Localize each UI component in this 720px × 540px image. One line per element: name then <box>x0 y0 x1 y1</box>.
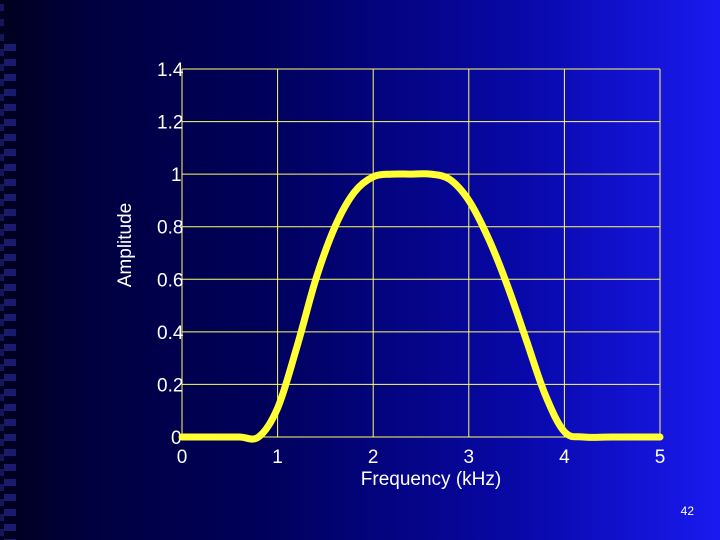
y-tick-label: 0.6 <box>157 270 183 291</box>
amplitude-line <box>178 170 664 443</box>
decorative-stripe-edge <box>0 0 4 540</box>
y-tick-label: 1 <box>171 165 182 186</box>
x-tick-label: 0 <box>177 447 188 468</box>
y-tick-label: 0.8 <box>157 218 183 239</box>
x-tick-label: 2 <box>368 447 379 468</box>
y-tick-labels: 0 0.2 0.4 0.6 0.8 1 1.2 1.4 <box>157 60 184 449</box>
chart-grid <box>181 68 661 438</box>
y-tick-label: 0.4 <box>157 323 184 344</box>
x-tick-label: 1 <box>272 447 283 468</box>
x-tick-label: 4 <box>559 447 570 468</box>
y-tick-label: 1.2 <box>157 113 183 134</box>
y-axis-title: Amplitude <box>115 203 136 288</box>
slide-number: 42 <box>680 504 694 518</box>
x-axis-title: Frequency (kHz) <box>361 469 501 490</box>
decorative-stripe <box>0 0 22 540</box>
y-tick-label: 0.2 <box>157 375 183 396</box>
x-tick-label: 5 <box>655 447 666 468</box>
y-tick-label: 1.4 <box>157 60 184 81</box>
y-tick-label: 0 <box>171 428 182 449</box>
x-tick-labels: 0 1 2 3 4 5 <box>177 447 666 468</box>
x-tick-label: 3 <box>464 447 475 468</box>
